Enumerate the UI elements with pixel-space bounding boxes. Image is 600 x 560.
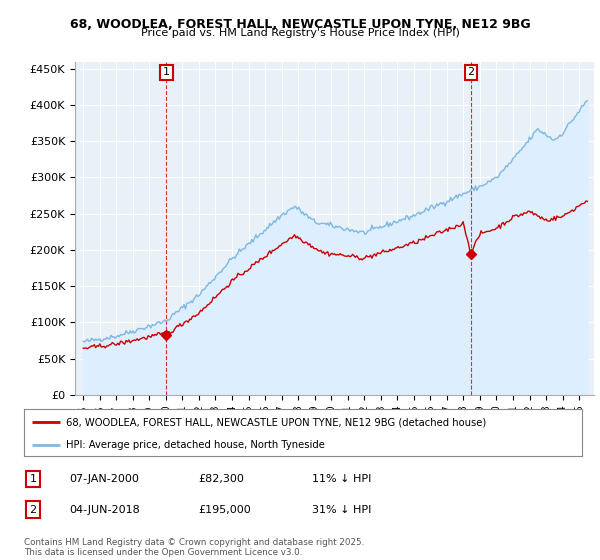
Text: 31% ↓ HPI: 31% ↓ HPI <box>312 505 371 515</box>
Text: HPI: Average price, detached house, North Tyneside: HPI: Average price, detached house, Nort… <box>66 440 325 450</box>
Text: 2: 2 <box>29 505 37 515</box>
Text: 68, WOODLEA, FOREST HALL, NEWCASTLE UPON TYNE, NE12 9BG (detached house): 68, WOODLEA, FOREST HALL, NEWCASTLE UPON… <box>66 417 486 427</box>
Text: 68, WOODLEA, FOREST HALL, NEWCASTLE UPON TYNE, NE12 9BG: 68, WOODLEA, FOREST HALL, NEWCASTLE UPON… <box>70 18 530 31</box>
Text: Price paid vs. HM Land Registry's House Price Index (HPI): Price paid vs. HM Land Registry's House … <box>140 28 460 38</box>
Text: 1: 1 <box>163 67 170 77</box>
Text: 2: 2 <box>467 67 475 77</box>
Text: 11% ↓ HPI: 11% ↓ HPI <box>312 474 371 484</box>
Text: 07-JAN-2000: 07-JAN-2000 <box>69 474 139 484</box>
Text: 1: 1 <box>29 474 37 484</box>
Text: 04-JUN-2018: 04-JUN-2018 <box>69 505 140 515</box>
Text: Contains HM Land Registry data © Crown copyright and database right 2025.
This d: Contains HM Land Registry data © Crown c… <box>24 538 364 557</box>
Text: £195,000: £195,000 <box>198 505 251 515</box>
Text: £82,300: £82,300 <box>198 474 244 484</box>
